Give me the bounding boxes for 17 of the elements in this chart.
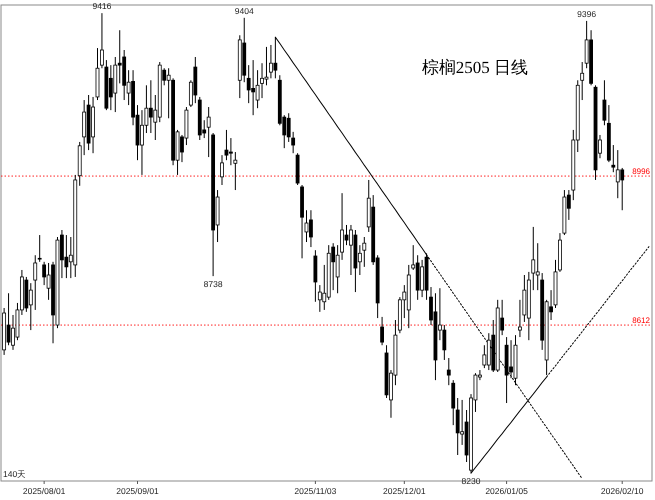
x-tick-label: 2025/12/01 [383,486,426,496]
annotation: 8230 [462,476,481,486]
ref-line-label: 8612 [632,316,651,326]
text: 棕榈2505 日线 [422,58,528,77]
annotation: 9404 [234,6,254,16]
annotation: 8738 [204,279,223,290]
ref-line: 8612 [0,316,652,326]
ref-line-label: 8996 [632,167,651,176]
x-tick-label: 2025/09/01 [116,486,160,496]
ref-line: 8996 [0,167,652,176]
annotation: 9396 [577,8,596,19]
x-tick-label: 2026/02/10 [600,486,644,496]
x-tick-label: 2026/01/05 [485,486,528,496]
annotation: 140天 [3,469,26,479]
annotation: 9416 [92,1,112,12]
x-tick-label: 2025/11/03 [294,486,337,496]
x-tick-label: 2025/08/01 [22,486,66,496]
